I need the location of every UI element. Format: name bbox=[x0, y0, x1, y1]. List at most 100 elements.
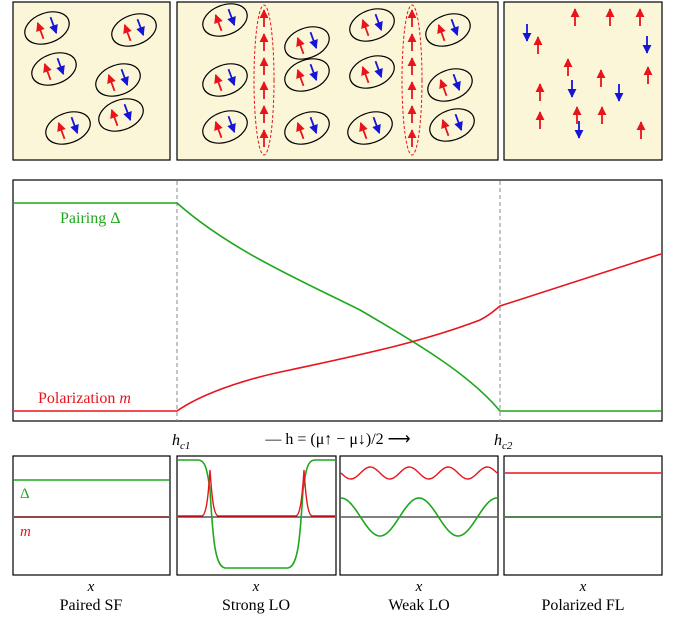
pair-outline bbox=[202, 63, 248, 97]
spin-down-arrow bbox=[309, 31, 318, 49]
cooper-pair bbox=[284, 26, 330, 60]
spin-down-arrow bbox=[309, 116, 318, 134]
pair-outline bbox=[95, 63, 141, 97]
mini-panel-polarized-fl: x Polarized FL bbox=[503, 455, 663, 614]
delta-curve bbox=[178, 459, 335, 569]
pair-outline bbox=[24, 11, 70, 45]
panel-title: Paired SF bbox=[60, 597, 123, 614]
spin-up-arrow bbox=[361, 66, 370, 84]
mini-panel-weak-lo: x Weak LO bbox=[339, 455, 499, 614]
spin-up-arrow bbox=[214, 14, 223, 32]
spin-down-arrow bbox=[49, 16, 58, 34]
x-axis-label: x bbox=[252, 579, 260, 595]
cooper-pair bbox=[284, 58, 330, 92]
pair-outline bbox=[429, 108, 475, 142]
spin-down-arrow bbox=[227, 115, 236, 133]
x-axis-label: x bbox=[415, 579, 423, 595]
spin-down-arrow bbox=[70, 116, 79, 134]
spin-up-arrow bbox=[107, 74, 116, 92]
pair-outline bbox=[31, 52, 77, 86]
spin-down-arrow bbox=[374, 60, 383, 78]
pair-outline bbox=[202, 110, 248, 144]
spin-down-arrow bbox=[309, 63, 318, 81]
pair-outline bbox=[284, 58, 330, 92]
cooper-pair bbox=[349, 8, 395, 42]
spin-up-arrow bbox=[57, 122, 66, 140]
paired-spin-diagram-icon bbox=[24, 11, 157, 145]
spin-up-arrow bbox=[214, 121, 223, 139]
cooper-pair bbox=[425, 13, 471, 47]
spin-panel-paired bbox=[12, 1, 171, 161]
spin-down-arrow bbox=[454, 113, 463, 131]
pair-outline bbox=[45, 111, 91, 145]
spin-up-arrow bbox=[439, 79, 448, 97]
spin-down-arrow bbox=[227, 68, 236, 86]
x-axis-label: x bbox=[87, 579, 95, 595]
pair-outline bbox=[427, 68, 473, 102]
pair-outline bbox=[347, 111, 393, 145]
cooper-pair bbox=[202, 110, 248, 144]
spin-panel-lo bbox=[176, 1, 499, 161]
m-label: m bbox=[20, 524, 31, 540]
m-curve bbox=[178, 469, 335, 517]
spin-panel-polarized bbox=[503, 1, 663, 161]
pair-outline bbox=[425, 13, 471, 47]
spin-up-arrow bbox=[441, 119, 450, 137]
field-axis-formula: — h = (μ↑ − μ↓)/2 ⟶ bbox=[264, 431, 410, 448]
mini-panel-strong-lo: x Strong LO bbox=[176, 455, 337, 614]
spin-up-arrow bbox=[110, 109, 119, 127]
delta-label: Δ bbox=[20, 486, 30, 502]
cooper-pair bbox=[45, 111, 91, 145]
pair-outline bbox=[349, 55, 395, 89]
spin-up-arrow bbox=[361, 19, 370, 37]
spin-up-arrow bbox=[437, 24, 446, 42]
domain-wall-outline bbox=[253, 4, 275, 156]
lo-domain-wall-diagram-icon bbox=[202, 3, 475, 156]
cooper-pair bbox=[429, 108, 475, 142]
spin-up-arrow bbox=[36, 22, 45, 40]
spin-down-arrow bbox=[452, 73, 461, 91]
spin-down-arrow bbox=[136, 18, 145, 36]
pair-outline bbox=[284, 111, 330, 145]
spin-down-arrow bbox=[450, 18, 459, 36]
hc1-label: hc1 bbox=[172, 432, 190, 452]
m-curve bbox=[340, 466, 498, 480]
spin-up-arrow bbox=[43, 63, 52, 81]
domain-wall-outline bbox=[401, 4, 423, 156]
panel-title: Polarized FL bbox=[541, 597, 624, 614]
spin-down-arrow bbox=[120, 68, 129, 86]
spin-down-arrow bbox=[56, 57, 65, 75]
spin-up-arrow bbox=[296, 122, 305, 140]
spin-down-arrow bbox=[123, 103, 132, 121]
cooper-pair bbox=[95, 63, 141, 97]
cooper-pair bbox=[202, 63, 248, 97]
spin-up-arrow bbox=[214, 74, 223, 92]
pairing-curve bbox=[14, 202, 661, 412]
cooper-pair bbox=[347, 111, 393, 145]
pair-outline bbox=[349, 8, 395, 42]
panel-title: Strong LO bbox=[222, 597, 290, 614]
spin-up-arrow bbox=[296, 37, 305, 55]
hc2-label: hc2 bbox=[494, 432, 513, 452]
main-phase-plot: Pairing Δ Polarization m hc1 hc2 — h = (… bbox=[12, 179, 663, 452]
polarization-label: Polarization m bbox=[38, 390, 131, 407]
spin-down-arrow bbox=[374, 13, 383, 31]
cooper-pair bbox=[349, 55, 395, 89]
delta-curve bbox=[340, 497, 498, 537]
spin-up-arrow bbox=[123, 24, 132, 42]
cooper-pair bbox=[31, 52, 77, 86]
mini-panel-paired-sf: Δ m x Paired SF bbox=[12, 455, 171, 614]
panel-title: Weak LO bbox=[388, 597, 449, 614]
spin-down-arrow bbox=[227, 8, 236, 26]
cooper-pair bbox=[427, 68, 473, 102]
pair-outline bbox=[98, 98, 144, 132]
cooper-pair bbox=[98, 98, 144, 132]
cooper-pair bbox=[284, 111, 330, 145]
free-spin-diagram-icon bbox=[522, 8, 653, 139]
cooper-pair bbox=[24, 11, 70, 45]
spin-down-arrow bbox=[372, 116, 381, 134]
spin-up-arrow bbox=[296, 69, 305, 87]
x-axis-label: x bbox=[579, 579, 587, 595]
polarization-curve bbox=[14, 253, 662, 412]
